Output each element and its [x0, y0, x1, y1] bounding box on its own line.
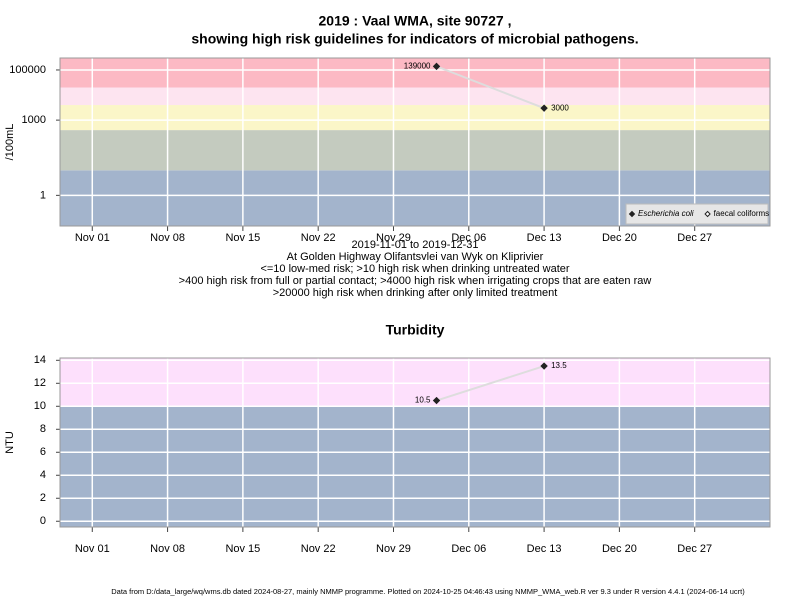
y-axis-label: NTU — [4, 431, 16, 454]
x-tick-label: Dec 20 — [602, 543, 637, 555]
x-tick-label: Nov 29 — [376, 543, 411, 555]
x-tick-label: Dec 20 — [602, 232, 637, 244]
y-tick-label: 0 — [40, 515, 46, 527]
x-tick-label: Dec 13 — [527, 232, 562, 244]
data-label: 3000 — [551, 103, 569, 112]
x-tick-label: Nov 22 — [301, 543, 336, 555]
note: >20000 high risk when drinking after onl… — [273, 287, 558, 299]
data-label: 139000 — [404, 61, 431, 70]
legend-marker — [628, 210, 636, 218]
note: >400 high risk from full or partial cont… — [179, 275, 652, 287]
x-tick-label: Nov 22 — [301, 232, 336, 244]
chart-title: 2019 : Vaal WMA, site 90727 , — [319, 13, 512, 29]
series-line — [436, 65, 545, 110]
plot-frame — [59, 357, 771, 528]
note: At Golden Highway Olifantsvlei van Wyk o… — [287, 251, 544, 263]
data-label: 10.5 — [415, 396, 431, 405]
y-tick-label: 14 — [34, 354, 46, 366]
risk-band — [60, 87, 770, 106]
y-tick-label: 1 — [40, 189, 46, 201]
legend-box — [625, 203, 769, 225]
x-tick-label: Dec 27 — [677, 232, 712, 244]
y-tick-label: 100000 — [9, 64, 46, 76]
y-tick-label: 1000 — [22, 114, 46, 126]
chart-title: showing high risk guidelines for indicat… — [191, 31, 638, 47]
note: <=10 low-med risk; >10 high risk when dr… — [260, 263, 569, 275]
x-tick-label: Nov 08 — [150, 232, 185, 244]
x-tick-label: Nov 01 — [75, 232, 110, 244]
series-line — [436, 365, 545, 402]
x-tick-label: Nov 08 — [150, 543, 185, 555]
y-tick-label: 2 — [40, 492, 46, 504]
data-point — [432, 396, 441, 405]
legend-label: faecal coliforms — [714, 209, 770, 218]
y-tick-label: 6 — [40, 446, 46, 458]
legend-marker — [704, 210, 711, 218]
x-tick-label: Dec 27 — [677, 543, 712, 555]
risk-band — [60, 130, 770, 171]
footer: Data from D:/data_large/wq/wms.db dated … — [111, 587, 745, 596]
data-point — [432, 62, 441, 71]
y-tick-label: 10 — [34, 400, 46, 412]
x-tick-label: Dec 13 — [527, 543, 562, 555]
x-tick-label: Nov 01 — [75, 543, 110, 555]
x-tick-label: Dec 06 — [451, 543, 486, 555]
y-tick-label: 12 — [34, 377, 46, 389]
plot-frame — [59, 57, 771, 227]
note: 2019-11-01 to 2019-12-31 — [351, 239, 478, 251]
risk-band — [60, 58, 770, 88]
x-tick-label: Dec 06 — [451, 232, 486, 244]
x-tick-label: Nov 29 — [376, 232, 411, 244]
risk-band — [60, 105, 770, 131]
risk-band — [60, 406, 770, 527]
risk-band — [60, 358, 770, 407]
data-label: 13.5 — [551, 361, 567, 370]
y-axis-label: /100mL — [4, 124, 16, 161]
chart-title: Turbidity — [386, 322, 445, 338]
data-point — [540, 362, 548, 370]
y-tick-label: 4 — [40, 469, 46, 481]
legend-label: Escherichia coli — [638, 209, 694, 218]
data-point — [540, 104, 548, 112]
y-tick-label: 8 — [40, 423, 46, 435]
x-tick-label: Nov 15 — [225, 232, 260, 244]
x-tick-label: Nov 15 — [225, 543, 260, 555]
